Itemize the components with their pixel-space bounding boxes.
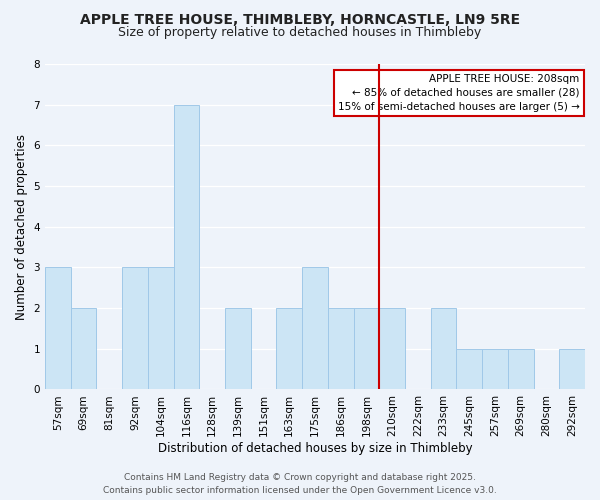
Bar (559, 349, 585, 390)
Bar (353, 308, 379, 390)
Bar (328, 308, 353, 390)
Bar (508, 349, 533, 390)
Bar (302, 268, 328, 390)
Bar (122, 268, 148, 390)
Text: APPLE TREE HOUSE: 208sqm
← 85% of detached houses are smaller (28)
15% of semi-d: APPLE TREE HOUSE: 208sqm ← 85% of detach… (338, 74, 580, 112)
Bar (173, 104, 199, 390)
Bar (431, 308, 457, 390)
Bar (379, 308, 405, 390)
Bar (277, 308, 302, 390)
Bar (225, 308, 251, 390)
Bar (148, 268, 173, 390)
Bar (71, 308, 97, 390)
Bar (45, 268, 71, 390)
Text: APPLE TREE HOUSE, THIMBLEBY, HORNCASTLE, LN9 5RE: APPLE TREE HOUSE, THIMBLEBY, HORNCASTLE,… (80, 12, 520, 26)
Text: Contains HM Land Registry data © Crown copyright and database right 2025.
Contai: Contains HM Land Registry data © Crown c… (103, 474, 497, 495)
Bar (457, 349, 482, 390)
Y-axis label: Number of detached properties: Number of detached properties (15, 134, 28, 320)
Bar (482, 349, 508, 390)
X-axis label: Distribution of detached houses by size in Thimbleby: Distribution of detached houses by size … (158, 442, 472, 455)
Text: Size of property relative to detached houses in Thimbleby: Size of property relative to detached ho… (118, 26, 482, 39)
